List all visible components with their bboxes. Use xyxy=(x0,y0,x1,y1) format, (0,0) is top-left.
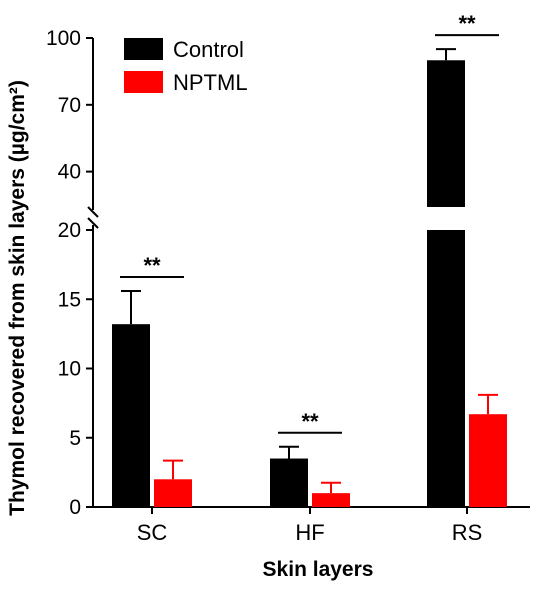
bar-control-rs-upper xyxy=(427,60,465,208)
x-tick-label: HF xyxy=(295,520,324,545)
y-tick-label: 20 xyxy=(58,219,81,242)
x-axis-title: Skin layers xyxy=(263,558,374,581)
bar-control-rs xyxy=(427,230,465,507)
bar-control-hf xyxy=(270,458,308,507)
y-axis-break-mark xyxy=(87,206,99,218)
significance-label: ** xyxy=(458,11,476,36)
bar-nptml-sc xyxy=(154,479,192,507)
bars xyxy=(112,48,507,507)
bar-control-sc xyxy=(112,324,150,507)
y-tick-label: 40 xyxy=(58,161,81,184)
significance-label: ** xyxy=(301,409,319,434)
y-tick-label: 5 xyxy=(69,427,81,450)
y-tick-label: 15 xyxy=(58,288,81,311)
legend: Control NPTML xyxy=(124,37,248,95)
x-tick-label: RS xyxy=(452,520,483,545)
legend-swatch xyxy=(124,38,163,60)
x-tick-label: SC xyxy=(137,520,168,545)
y-tick-label: 100 xyxy=(46,27,81,50)
y-tick-label: 70 xyxy=(58,94,81,117)
y-axis-break-mark xyxy=(87,217,99,229)
bar-nptml-rs xyxy=(469,414,507,507)
x-axis: SC HF RS xyxy=(93,506,530,545)
significance-markers: ** ** ** xyxy=(120,11,499,434)
y-tick-label: 0 xyxy=(69,496,81,519)
legend-label: NPTML xyxy=(173,70,248,95)
bar-nptml-hf xyxy=(312,493,350,507)
legend-swatch xyxy=(124,71,163,93)
legend-label: Control xyxy=(173,37,244,62)
y-tick-label: 10 xyxy=(58,358,81,381)
y-axis: 0 5 10 15 20 40 70 100 xyxy=(46,27,99,519)
significance-label: ** xyxy=(143,253,161,278)
y-axis-title: Thymol recovered from skin layers (µg/cm… xyxy=(6,80,29,516)
